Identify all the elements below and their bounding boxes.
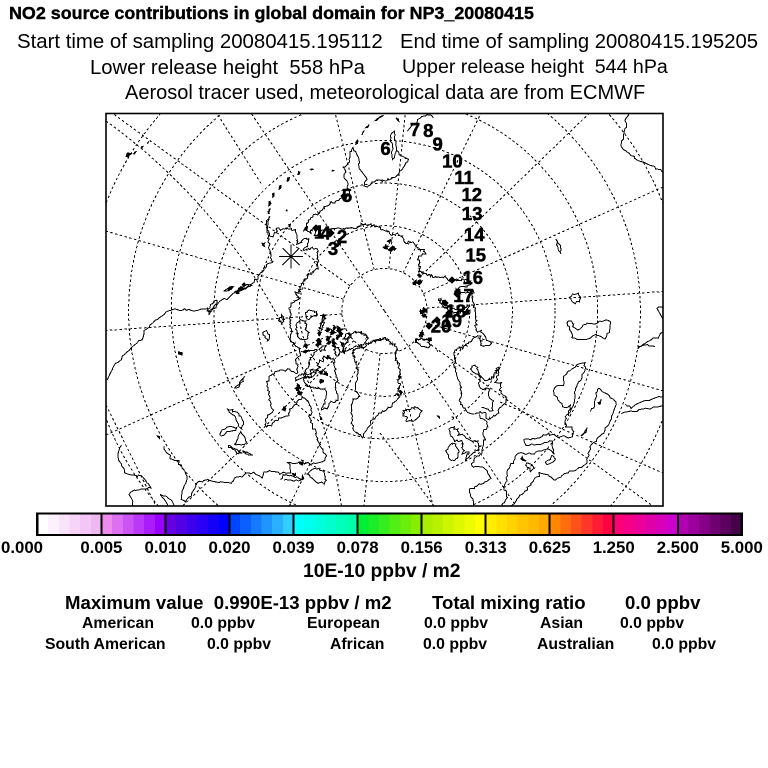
svg-text:1.250: 1.250 [593, 538, 635, 557]
svg-text:3: 3 [328, 238, 338, 259]
svg-text:1: 1 [314, 222, 324, 243]
svg-text:7: 7 [410, 119, 420, 140]
svg-text:0.313: 0.313 [465, 538, 507, 557]
svg-text:0.005: 0.005 [80, 538, 122, 557]
svg-text:0.010: 0.010 [145, 538, 187, 557]
svg-text:4: 4 [320, 223, 331, 244]
svg-text:20: 20 [431, 316, 452, 337]
svg-text:8: 8 [423, 120, 433, 141]
svg-text:0.020: 0.020 [209, 538, 251, 557]
svg-text:16: 16 [462, 267, 483, 288]
svg-text:0.625: 0.625 [529, 538, 571, 557]
svg-text:9: 9 [433, 134, 443, 155]
svg-text:11: 11 [454, 167, 474, 188]
svg-text:15: 15 [465, 245, 486, 266]
svg-text:6: 6 [380, 138, 390, 159]
svg-text:5.000: 5.000 [721, 538, 763, 557]
svg-text:0.078: 0.078 [337, 538, 379, 557]
svg-text:0.156: 0.156 [401, 538, 443, 557]
svg-text:2: 2 [337, 226, 347, 247]
svg-text:2.500: 2.500 [657, 538, 699, 557]
svg-text:10: 10 [442, 151, 463, 172]
svg-text:0.039: 0.039 [273, 538, 315, 557]
svg-text:19: 19 [441, 310, 462, 331]
svg-text:0.000: 0.000 [1, 538, 43, 557]
svg-text:18: 18 [445, 300, 466, 321]
svg-text:14: 14 [464, 224, 485, 245]
svg-text:12: 12 [462, 184, 483, 205]
svg-text:13: 13 [462, 203, 483, 224]
svg-text:17: 17 [453, 285, 474, 306]
